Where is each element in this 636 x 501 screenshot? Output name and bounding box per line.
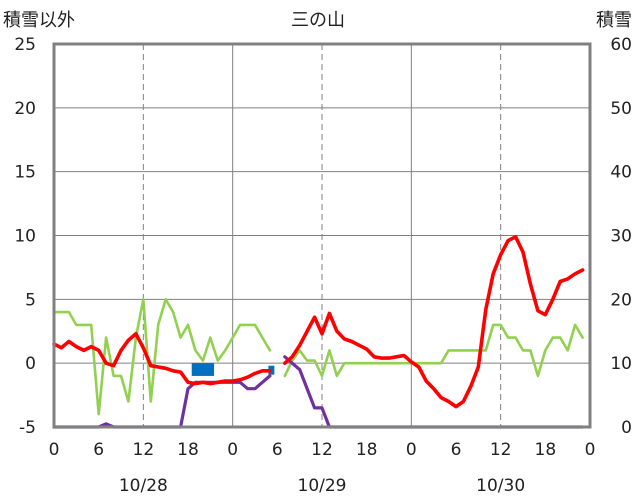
snow_depth-line bbox=[283, 355, 585, 429]
x-hour-tick-label: 0 bbox=[406, 440, 417, 460]
wind-line bbox=[52, 297, 272, 416]
temperature-line bbox=[282, 235, 585, 409]
wind-line bbox=[283, 323, 584, 378]
plot-frame bbox=[52, 42, 592, 429]
right-y-tick-label: 50 bbox=[610, 99, 632, 119]
x-hour-tick-label: 0 bbox=[49, 440, 60, 460]
series-lines bbox=[52, 235, 585, 429]
snow_depth-line bbox=[52, 374, 272, 429]
left-y-tick-label: 20 bbox=[14, 99, 36, 119]
chart-title: 三の山 bbox=[291, 10, 345, 31]
left-y-tick-label: 5 bbox=[25, 290, 36, 310]
right-y-tick-label: 20 bbox=[610, 290, 632, 310]
right-y-tick-label: 60 bbox=[610, 35, 632, 55]
x-hour-tick-label: 18 bbox=[177, 440, 199, 460]
x-hour-tick-label: 0 bbox=[227, 440, 238, 460]
left-y-tick-label: 10 bbox=[14, 227, 36, 247]
x-date-label: 10/30 bbox=[476, 476, 525, 496]
x-date-label: 10/28 bbox=[119, 476, 168, 496]
x-hour-tick-label: 12 bbox=[133, 440, 155, 460]
right-y-tick-label: 30 bbox=[610, 227, 632, 247]
x-hour-tick-label: 6 bbox=[272, 440, 283, 460]
left-y-tick-label: 25 bbox=[14, 35, 36, 55]
x-date-label: 10/29 bbox=[298, 476, 347, 496]
x-hour-tick-label: 6 bbox=[451, 440, 462, 460]
right-axis-title: 積雪 bbox=[596, 10, 632, 31]
x-hour-tick-label: 12 bbox=[490, 440, 512, 460]
right-y-tick-label: 0 bbox=[621, 418, 632, 438]
right-y-tick-label: 40 bbox=[610, 163, 632, 183]
left-y-tick-label: -5 bbox=[19, 418, 36, 438]
x-hour-tick-label: 0 bbox=[585, 440, 596, 460]
x-hour-tick-label: 18 bbox=[535, 440, 557, 460]
x-hour-tick-label: 12 bbox=[311, 440, 333, 460]
left-y-tick-label: 15 bbox=[14, 163, 36, 183]
x-hour-tick-label: 6 bbox=[93, 440, 104, 460]
x-hour-tick-label: 18 bbox=[356, 440, 378, 460]
left-axis-title: 積雪以外 bbox=[3, 10, 75, 31]
right-y-tick-label: 10 bbox=[610, 354, 632, 374]
temperature-line bbox=[52, 331, 272, 386]
grid-lines bbox=[54, 44, 590, 427]
precipitation-bar bbox=[191, 363, 215, 376]
left-y-tick-label: 0 bbox=[25, 354, 36, 374]
